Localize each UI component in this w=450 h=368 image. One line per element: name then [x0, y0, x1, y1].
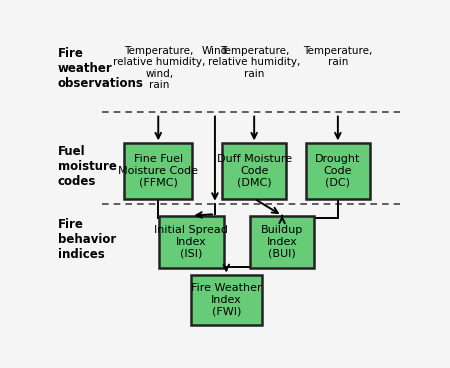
Text: Temperature,
rain: Temperature, rain: [303, 46, 373, 67]
Text: Duff Moisture
Code
(DMC): Duff Moisture Code (DMC): [216, 154, 292, 188]
Text: Temperature,
relative humidity,
rain: Temperature, relative humidity, rain: [208, 46, 301, 79]
Text: Initial Spread
Index
(ISI): Initial Spread Index (ISI): [154, 225, 228, 258]
Text: Fuel
moisture
codes: Fuel moisture codes: [58, 145, 117, 188]
Text: Buildup
Index
(BUI): Buildup Index (BUI): [261, 225, 303, 258]
FancyBboxPatch shape: [190, 275, 262, 325]
Text: Temperature,
relative humidity,
wind,
rain: Temperature, relative humidity, wind, ra…: [113, 46, 205, 91]
FancyBboxPatch shape: [159, 216, 224, 268]
FancyBboxPatch shape: [306, 144, 370, 199]
Text: Fire
behavior
indices: Fire behavior indices: [58, 219, 116, 261]
FancyBboxPatch shape: [222, 144, 286, 199]
Text: Wind: Wind: [202, 46, 228, 56]
Text: Fire Weather
Index
(FWI): Fire Weather Index (FWI): [191, 283, 261, 316]
FancyBboxPatch shape: [124, 144, 192, 199]
FancyBboxPatch shape: [250, 216, 314, 268]
Text: Fine Fuel
Moisture Code
(FFMC): Fine Fuel Moisture Code (FFMC): [118, 154, 198, 188]
Text: Fire
weather
observations: Fire weather observations: [58, 47, 144, 90]
Text: Drought
Code
(DC): Drought Code (DC): [315, 154, 360, 188]
